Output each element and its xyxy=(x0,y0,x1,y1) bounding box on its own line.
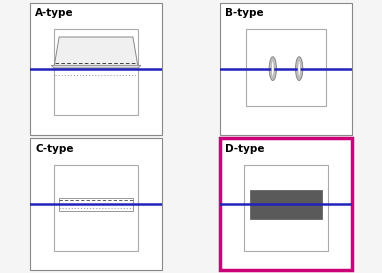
Ellipse shape xyxy=(298,60,300,77)
Ellipse shape xyxy=(296,57,303,81)
Polygon shape xyxy=(51,65,141,68)
Text: B-type: B-type xyxy=(225,8,264,18)
Bar xyxy=(54,165,138,251)
Ellipse shape xyxy=(269,57,277,81)
Polygon shape xyxy=(54,37,138,68)
Ellipse shape xyxy=(272,60,274,77)
Bar xyxy=(246,29,325,106)
Bar xyxy=(244,165,328,251)
Text: A-type: A-type xyxy=(36,8,74,18)
Bar xyxy=(54,29,138,115)
Bar xyxy=(59,198,133,211)
Bar xyxy=(250,190,322,219)
Text: D-type: D-type xyxy=(225,144,265,154)
Text: C-type: C-type xyxy=(36,144,74,154)
